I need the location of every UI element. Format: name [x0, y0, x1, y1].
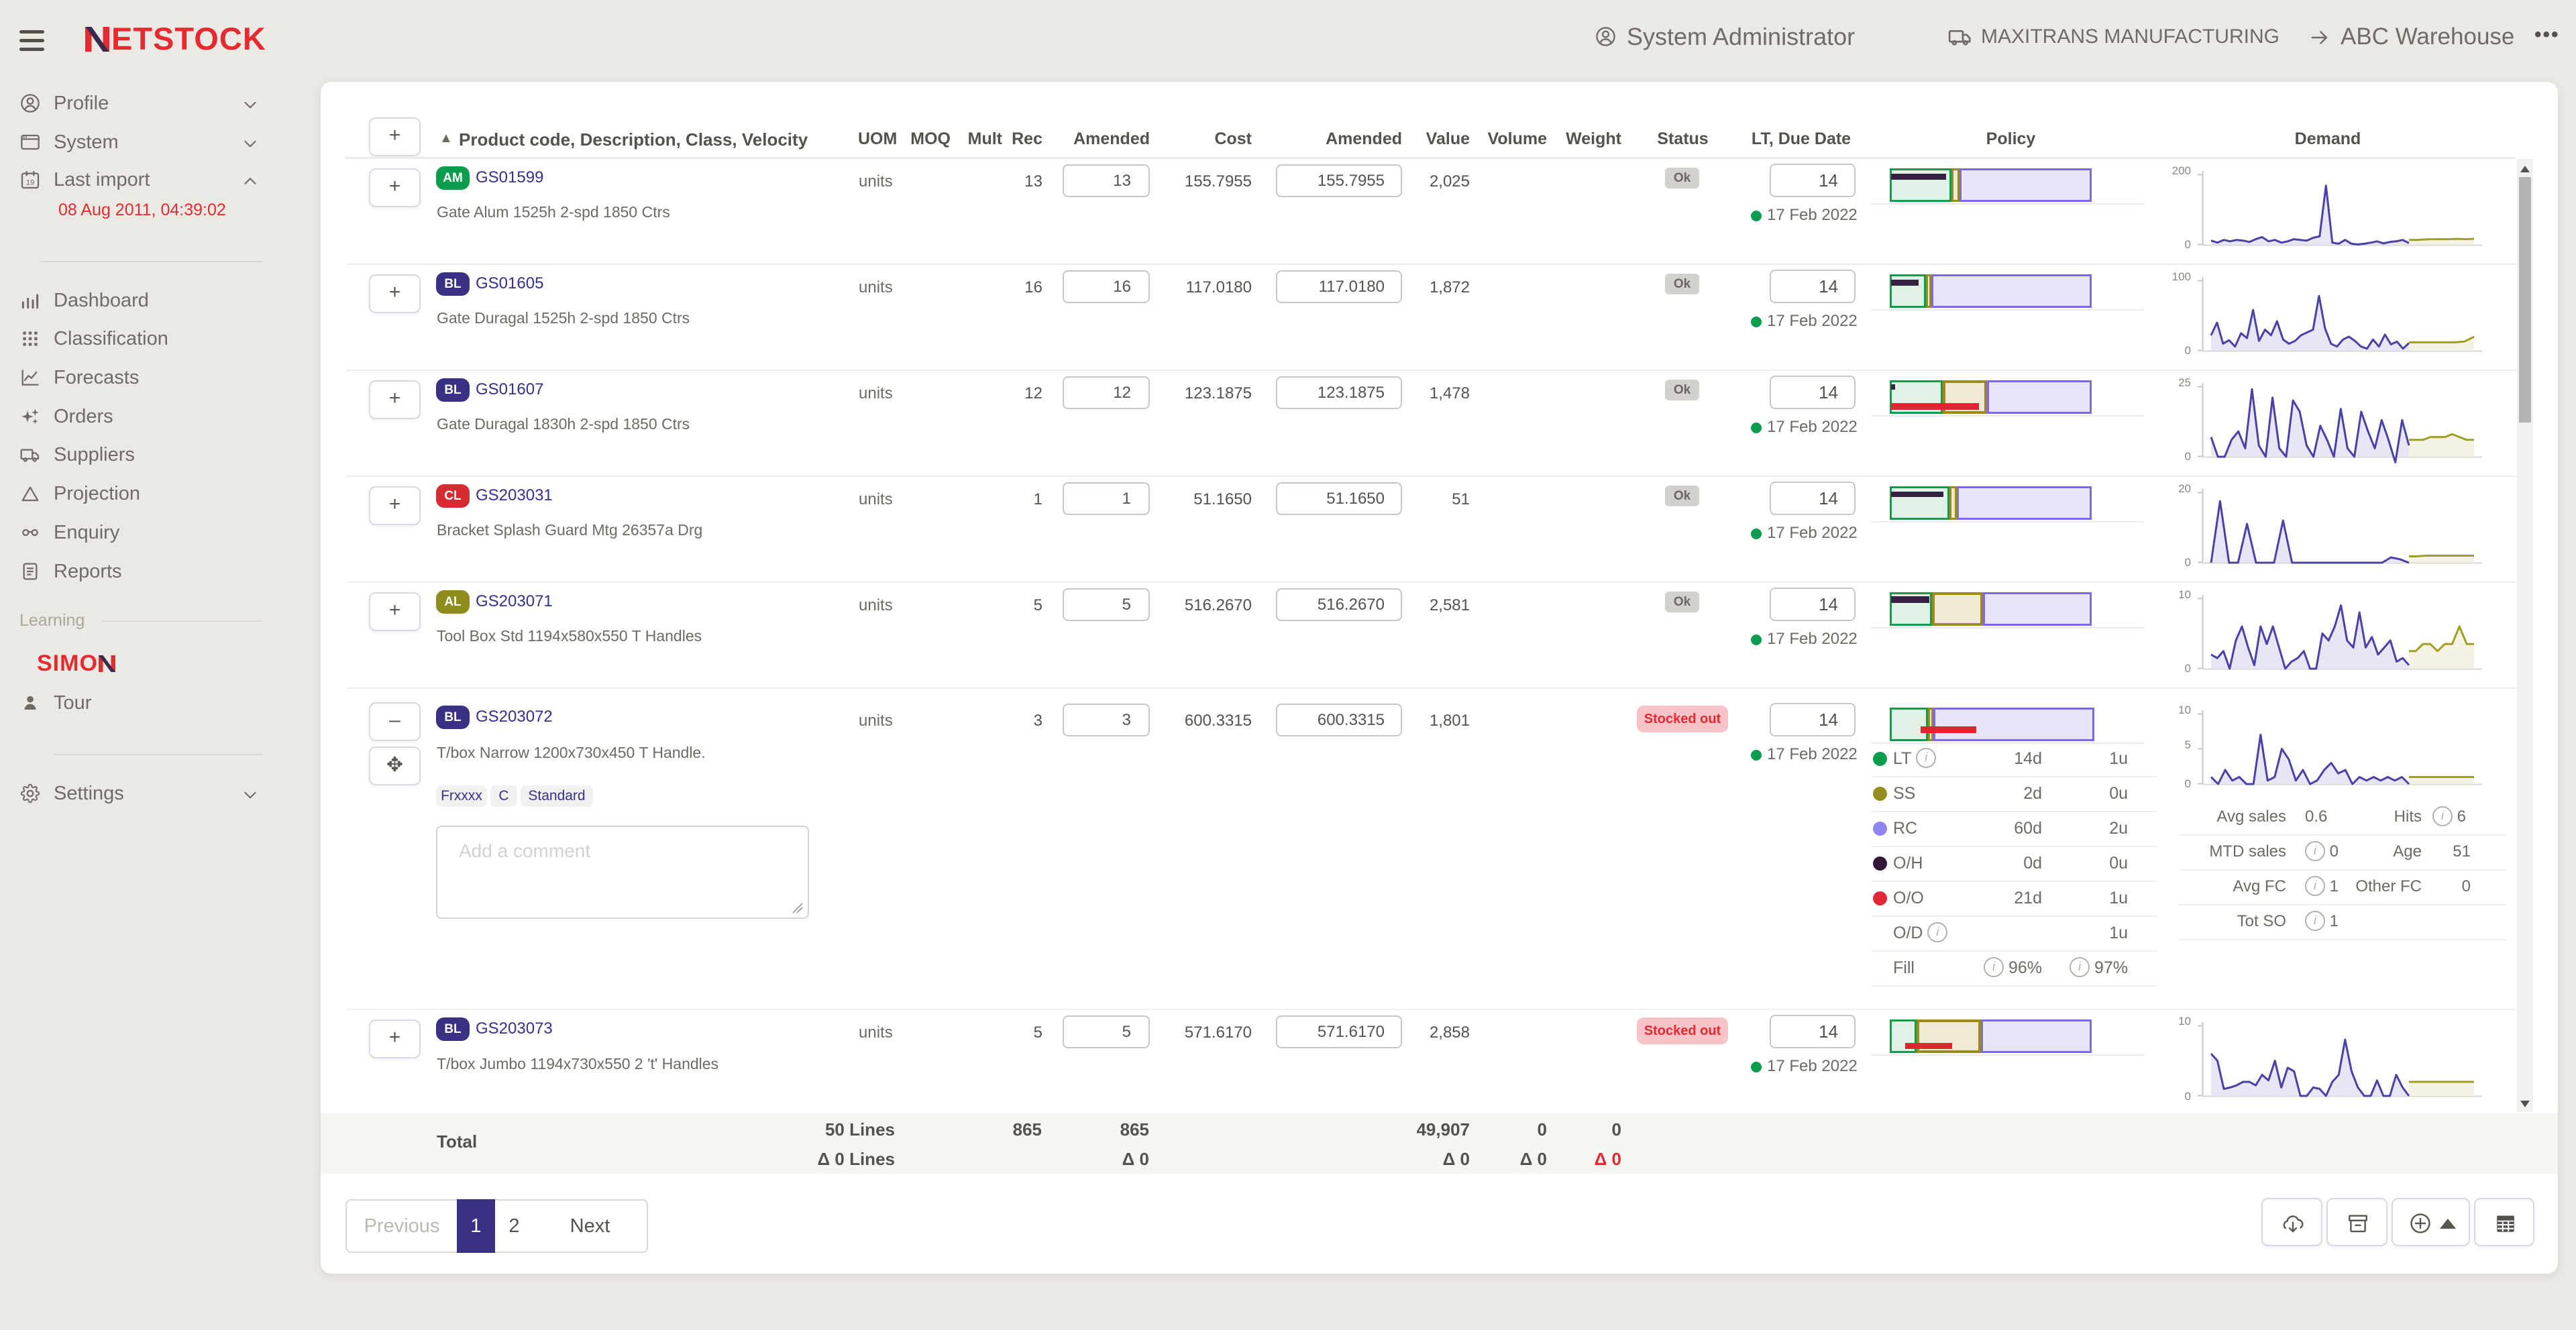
svg-text:19: 19 — [26, 178, 35, 186]
